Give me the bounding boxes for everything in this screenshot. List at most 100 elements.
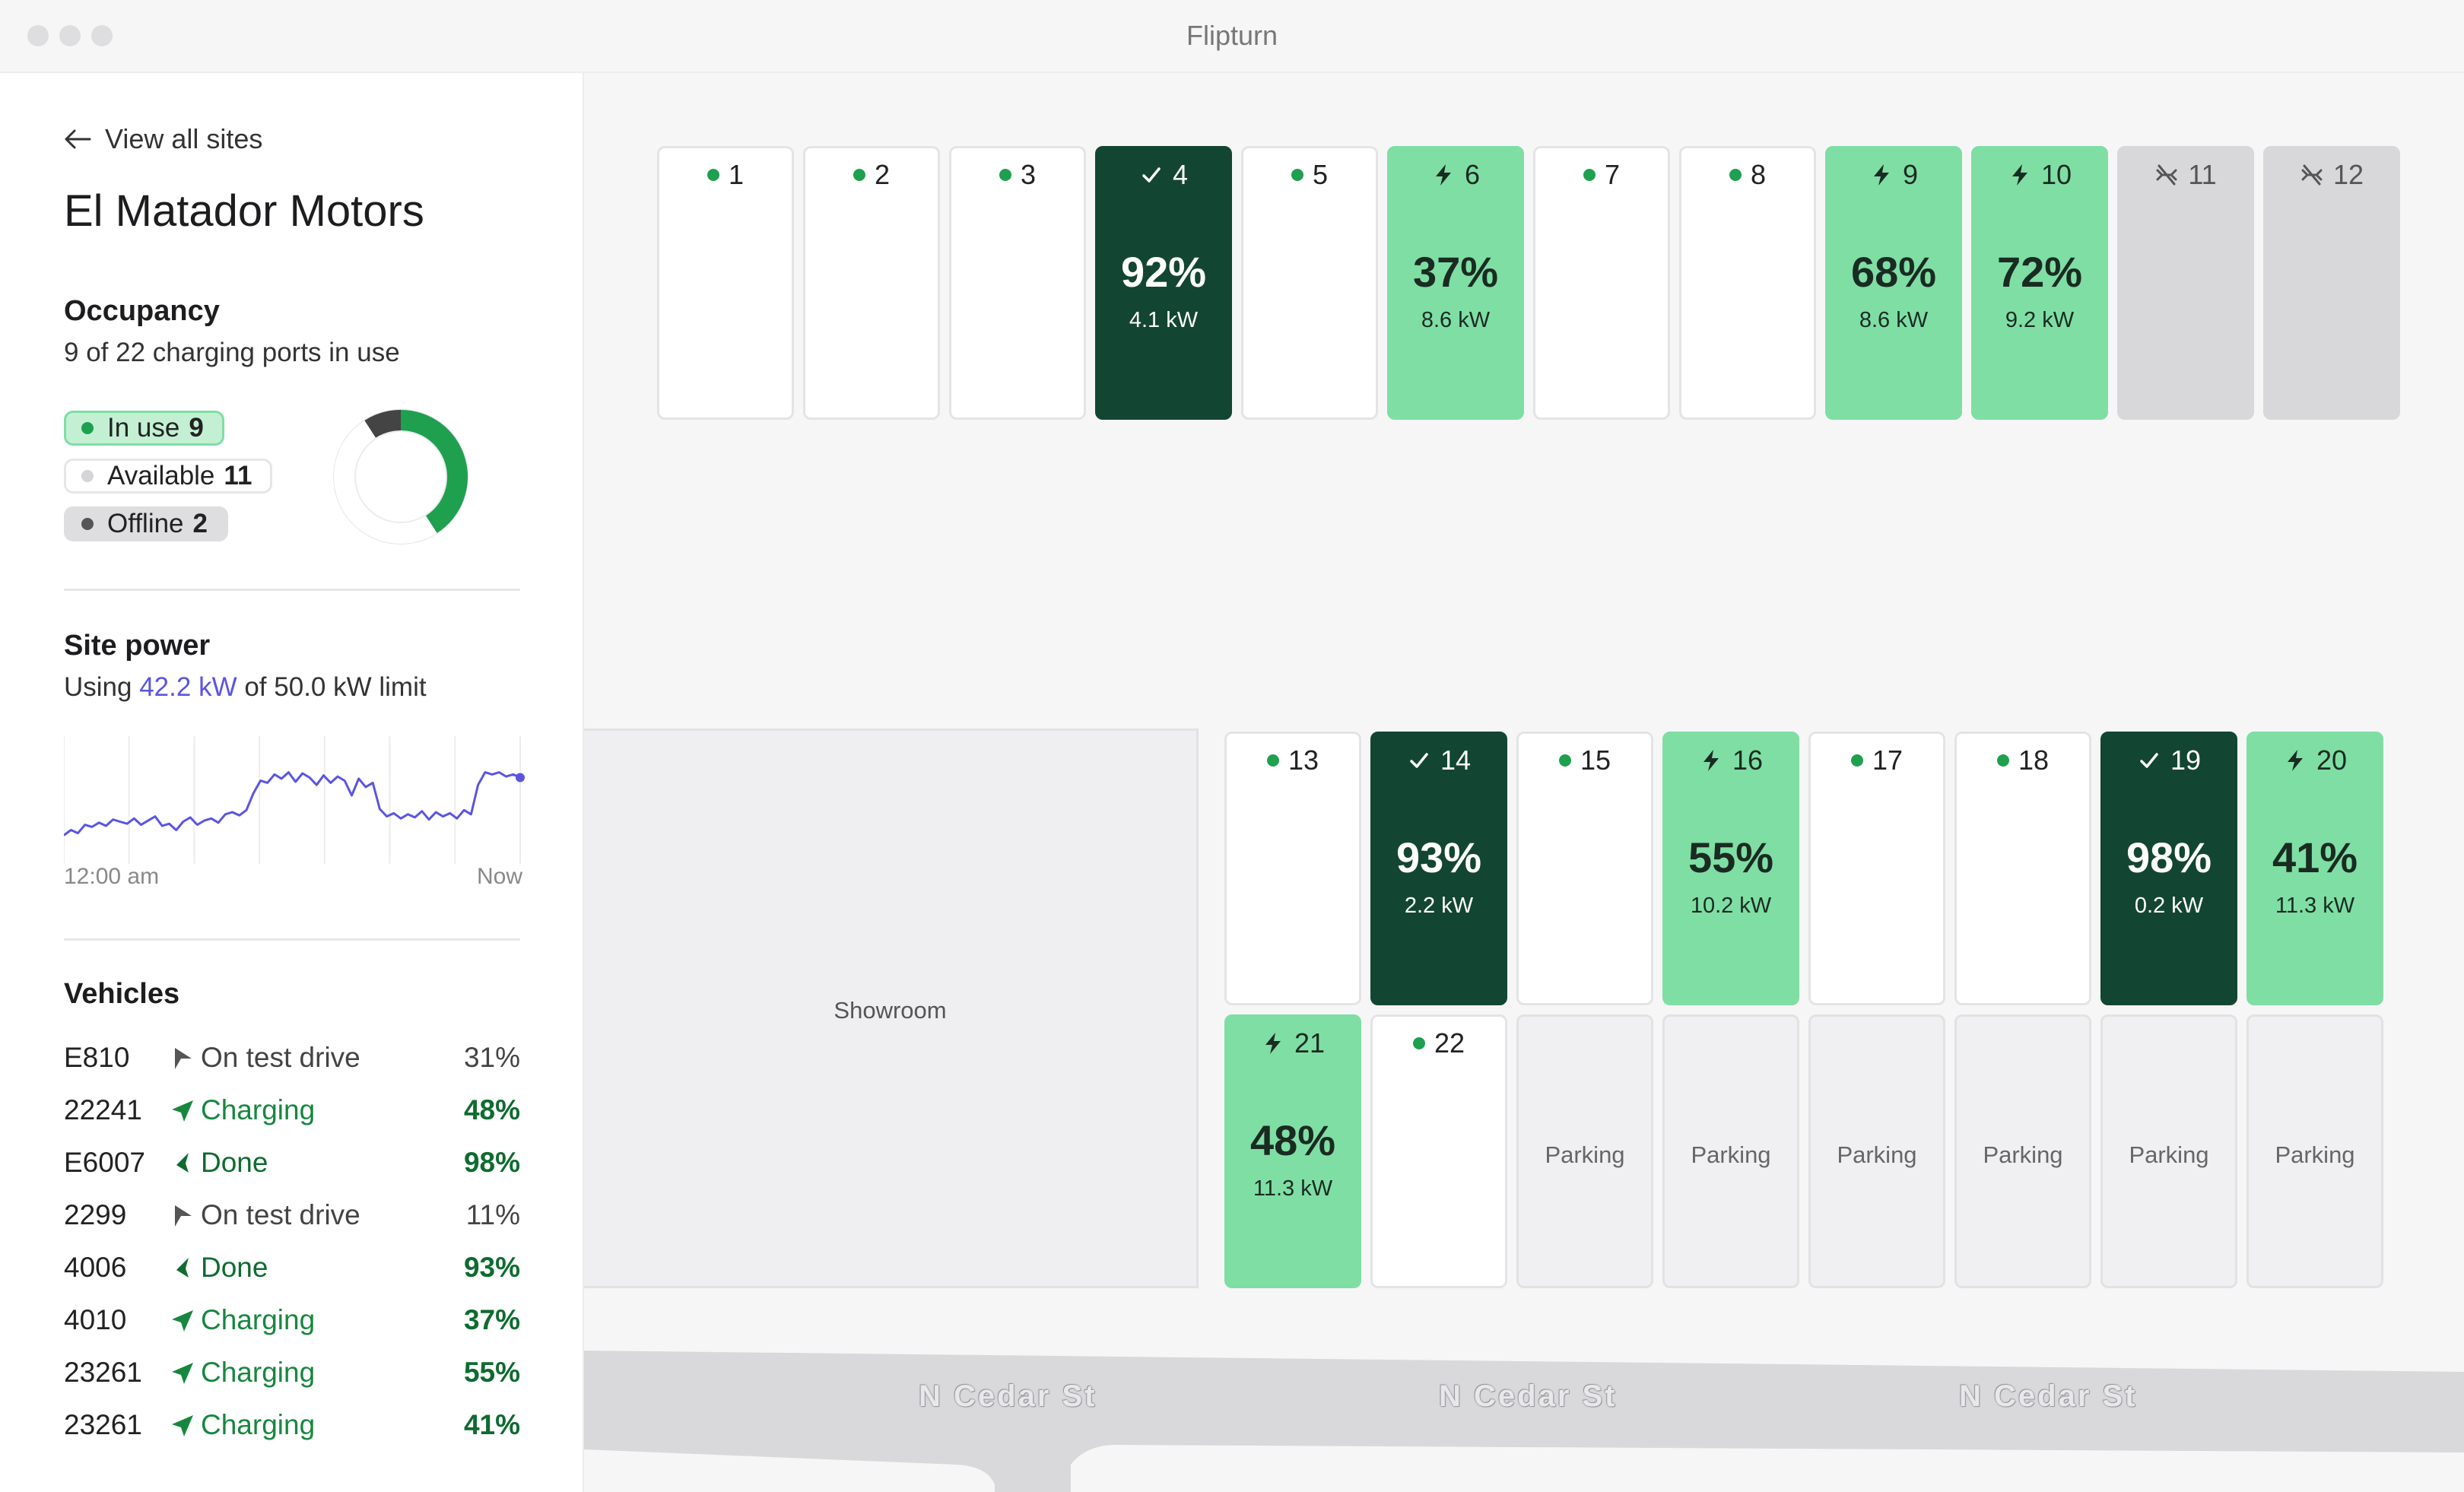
- charging-stall-18[interactable]: 18: [1954, 732, 2091, 1005]
- view-all-sites-link[interactable]: View all sites: [64, 123, 262, 155]
- vehicle-status: Charging: [201, 1409, 316, 1440]
- occupancy-summary: 9 of 22 charging ports in use: [64, 338, 400, 367]
- stall-number: 10: [2040, 159, 2072, 190]
- stall-header: 15: [1519, 744, 1651, 776]
- stall-number: 16: [1732, 744, 1764, 776]
- stall-charge-pct: 92%: [1120, 248, 1207, 296]
- stall-number: 20: [2316, 744, 2348, 776]
- stall-number: 12: [2332, 159, 2364, 190]
- vehicle-id: E6007: [64, 1147, 145, 1178]
- stall-power: 10.2 kW: [1690, 894, 1772, 918]
- charging-stall-7[interactable]: 7: [1533, 146, 1670, 420]
- stall-number: 1: [728, 159, 745, 190]
- vehicle-status: Charging: [201, 1357, 316, 1388]
- stall-power: 0.2 kW: [2134, 894, 2204, 918]
- charging-stall-1[interactable]: 1: [657, 146, 794, 420]
- window-minimize-icon[interactable]: [59, 25, 81, 46]
- vehicle-row[interactable]: 4006 Done 93%: [64, 1252, 520, 1290]
- charging-stall-19[interactable]: 19 98% 0.2 kW: [2100, 732, 2237, 1005]
- in-use-count: 9: [189, 413, 204, 443]
- navigation-arrow-icon: [172, 1100, 193, 1122]
- vehicle-battery-pct: 37%: [463, 1304, 520, 1335]
- site-power-line-chart: [63, 736, 525, 864]
- power-series-line: [63, 771, 521, 836]
- charging-stall-5[interactable]: 5: [1241, 146, 1378, 420]
- available-dot-icon: [1291, 169, 1303, 181]
- divider: [64, 938, 520, 941]
- available-badge: Available 11: [64, 459, 273, 494]
- parking-label: Parking: [1837, 1141, 1917, 1168]
- site-power-limit: of 50.0 kW limit: [244, 672, 427, 702]
- vehicle-row[interactable]: E810 On test drive 31%: [64, 1042, 520, 1080]
- showroom-area: Showroom: [584, 729, 1199, 1288]
- stall-power: 8.6 kW: [1859, 308, 1929, 332]
- street: [584, 1351, 2464, 1492]
- offline-badge: Offline 2: [64, 506, 228, 541]
- available-dot-icon: [999, 169, 1011, 181]
- window-close-icon[interactable]: [27, 25, 49, 46]
- charging-stall-14[interactable]: 14 93% 2.2 kW: [1370, 732, 1507, 1005]
- charging-stall-15[interactable]: 15: [1516, 732, 1653, 1005]
- stall-header: 12: [2266, 159, 2398, 191]
- stall-header: 7: [1535, 159, 1668, 191]
- charging-stall-8[interactable]: 8: [1679, 146, 1816, 420]
- stall-number: 22: [1434, 1027, 1465, 1059]
- navigation-arrow-icon: [172, 1415, 193, 1436]
- chart-x-end-label: Now: [477, 864, 523, 889]
- stall-power: 11.3 kW: [2275, 894, 2355, 918]
- charging-stall-2[interactable]: 2: [803, 146, 940, 420]
- vehicle-row[interactable]: 22241 Charging 48%: [64, 1094, 520, 1132]
- parking-space: Parking: [2100, 1014, 2237, 1288]
- charging-stall-11[interactable]: 11: [2117, 146, 2254, 420]
- navigation-arrow-icon: [172, 1310, 193, 1332]
- parking-space: Parking: [1808, 1014, 1945, 1288]
- charging-stall-9[interactable]: 9 68% 8.6 kW: [1825, 146, 1962, 420]
- vehicle-battery-pct: 31%: [463, 1042, 520, 1073]
- vehicle-row[interactable]: 2299 On test drive 11%: [64, 1199, 520, 1237]
- stall-header: 11: [2119, 159, 2252, 191]
- chart-x-start-label: 12:00 am: [64, 864, 160, 889]
- site-power-value: 42.2 kW: [139, 672, 237, 702]
- offline-label: Offline: [107, 509, 184, 538]
- charging-stall-20[interactable]: 20 41% 11.3 kW: [2246, 732, 2383, 1005]
- vehicle-row[interactable]: 23261 Charging 55%: [64, 1357, 520, 1395]
- charging-stall-17[interactable]: 17: [1808, 732, 1945, 1005]
- stall-charge-pct: 55%: [1688, 833, 1774, 881]
- stall-number: 3: [1020, 159, 1037, 190]
- available-dot-icon: [1583, 169, 1596, 181]
- charging-stall-10[interactable]: 10 72% 9.2 kW: [1971, 146, 2108, 420]
- charging-stall-22[interactable]: 22: [1370, 1014, 1507, 1288]
- charging-stall-6[interactable]: 6 37% 8.6 kW: [1387, 146, 1524, 420]
- parking-space: Parking: [2246, 1014, 2383, 1288]
- power-current-point: [516, 773, 525, 783]
- offline-dot-icon: [81, 518, 94, 530]
- parking-label: Parking: [1983, 1141, 2063, 1168]
- charging-stall-3[interactable]: 3: [949, 146, 1086, 420]
- stall-header: 2: [805, 159, 938, 191]
- window-zoom-icon[interactable]: [91, 25, 113, 46]
- showroom-label: Showroom: [834, 997, 947, 1024]
- stall-number: 4: [1172, 159, 1189, 190]
- divider: [64, 589, 520, 591]
- available-dot-icon: [1996, 754, 2009, 767]
- street-label: N Cedar St: [1439, 1379, 1618, 1413]
- disconnected-plug-icon: [2156, 164, 2177, 186]
- charging-stall-12[interactable]: 12: [2263, 146, 2400, 420]
- vehicle-row[interactable]: 23261 Charging 41%: [64, 1409, 520, 1447]
- vehicle-id: 23261: [64, 1409, 142, 1440]
- charging-stall-21[interactable]: 21 48% 11.3 kW: [1224, 1014, 1361, 1288]
- available-dot-icon: [1850, 754, 1863, 767]
- vehicle-id: 4010: [64, 1304, 127, 1335]
- stall-charge-pct: 41%: [2272, 833, 2358, 881]
- charging-stall-16[interactable]: 16 55% 10.2 kW: [1662, 732, 1799, 1005]
- flag-icon: [175, 1205, 192, 1227]
- vehicle-row[interactable]: E6007 Done 98%: [64, 1147, 520, 1185]
- vehicle-row[interactable]: 4010 Charging 37%: [64, 1304, 520, 1342]
- charging-stall-4[interactable]: 4 92% 4.1 kW: [1095, 146, 1232, 420]
- in-use-badge: In use 9: [64, 411, 224, 446]
- charging-stall-13[interactable]: 13: [1224, 732, 1361, 1005]
- stall-number: 19: [2170, 744, 2202, 776]
- available-dot-icon: [1412, 1037, 1425, 1049]
- checkmark-icon: [1142, 167, 1161, 183]
